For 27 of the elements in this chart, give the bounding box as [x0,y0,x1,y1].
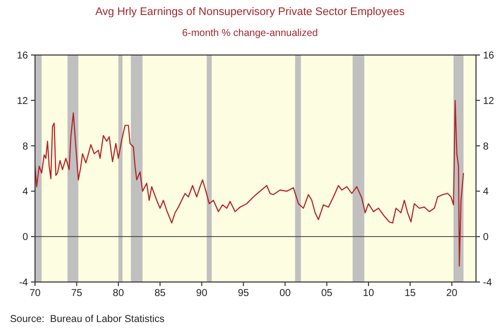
y2-tick-label: 0 [483,232,489,244]
x-tick-label: 05 [321,288,333,299]
y-tick-label: 0 [22,232,28,244]
y-tick-label: -4 [19,278,28,288]
x-tick-label: 00 [280,288,292,299]
x-tick-label: 70 [29,288,41,299]
x-tick-label: 10 [362,288,374,299]
y-tick-label: 8 [22,141,28,152]
chart-subtitle: 6-month % change-annualized [182,28,318,39]
x-tick-label: 15 [404,288,416,299]
x-tick-label: 95 [238,288,250,299]
chart-title: Avg Hrly Earnings of Nonsupervisory Private Sector Employees [95,6,406,18]
x-tick-label: 80 [112,288,124,299]
y2-tick-label: 12 [483,96,495,107]
x-tick-label: 20 [446,288,458,299]
y2-tick-label: 16 [483,50,495,62]
y2-tick-label: 8 [483,141,489,152]
x-tick-label: 75 [71,288,83,299]
x-tick-label: 90 [196,288,208,299]
y2-tick-label: 4 [483,186,489,198]
y-tick-label: 4 [22,186,28,198]
line-series [34,100,464,267]
y2-tick-label: -4 [483,278,492,288]
y-tick-label: 16 [16,50,28,62]
source-note: Source: Bureau of Labor Statistics [10,314,165,325]
y-tick-label: 12 [16,96,28,107]
x-tick-label: 85 [154,288,166,299]
